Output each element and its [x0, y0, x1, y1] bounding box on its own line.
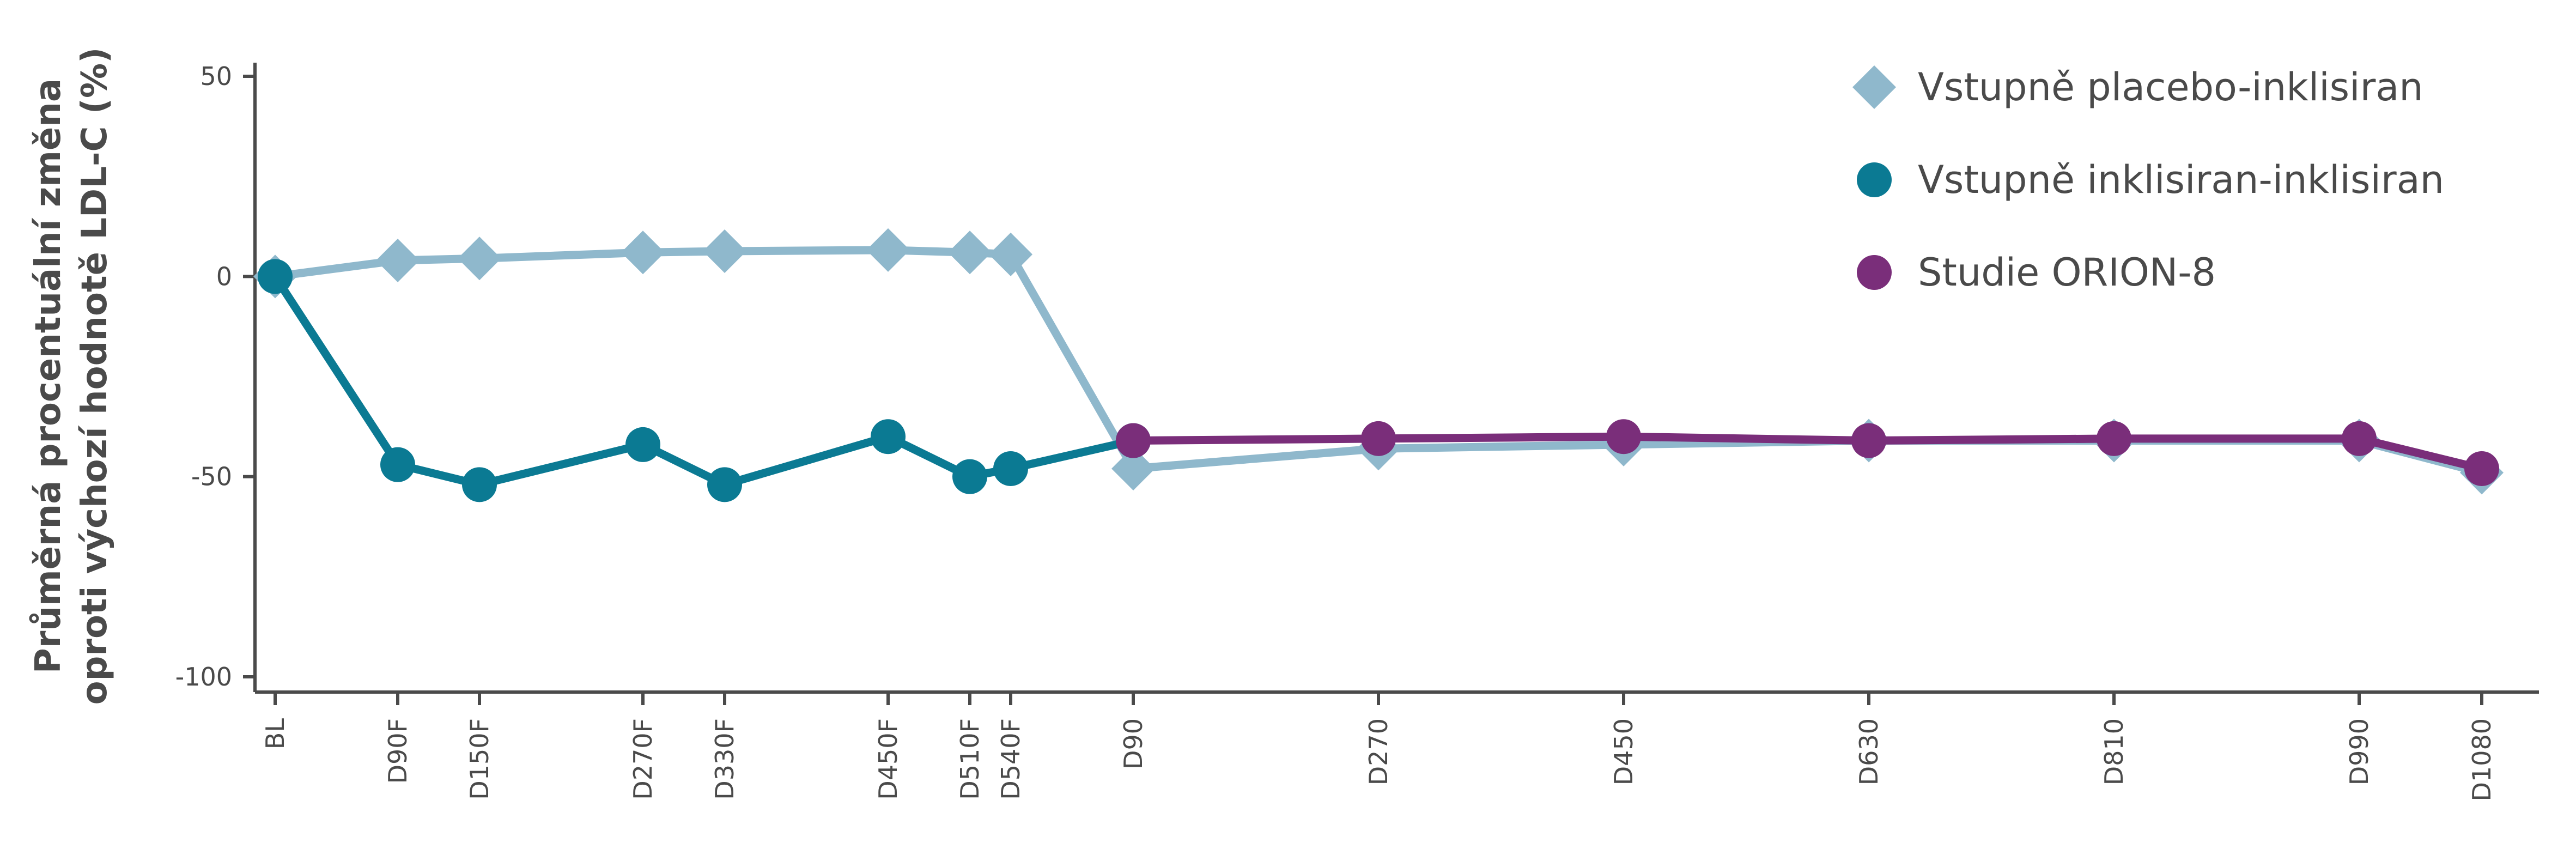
x-tick-label: D990: [2344, 718, 2374, 785]
x-tick-label: D450F: [873, 718, 903, 800]
y-axis-title-line-1: Průměrná procentuální změna: [28, 78, 69, 674]
y-tick-label: 50: [200, 62, 232, 91]
data-point: [2464, 451, 2499, 486]
data-point: [625, 427, 660, 462]
y-tick-label: 0: [216, 262, 232, 291]
x-tick-label: D270: [1364, 718, 1393, 785]
data-point: [952, 459, 987, 494]
legend-marker: [1857, 255, 1892, 290]
y-tick-label: -50: [191, 462, 232, 492]
x-axis-ticks: BL D90F D150F D270F D330F D450F D510F D540F D90 D…: [260, 692, 2496, 802]
legend-item: Vstupně inklisiran-inklisiran: [1857, 157, 2444, 202]
data-point: [1851, 423, 1886, 458]
y-axis-ticks: 50 0 -50 -100: [175, 62, 255, 692]
x-tick-label: D150F: [465, 718, 494, 800]
data-point: [2097, 421, 2131, 456]
data-point: [462, 467, 497, 502]
legend-label: Vstupně inklisiran-inklisiran: [1918, 157, 2444, 202]
data-point: [258, 259, 293, 294]
x-tick-label: D450: [1609, 718, 1638, 785]
x-tick-label: D90: [1119, 718, 1148, 769]
y-axis-title: Průměrná procentuální změna oproti výcho…: [28, 47, 115, 705]
x-tick-label: D810: [2099, 718, 2129, 785]
x-tick-label: D510F: [955, 718, 985, 800]
legend: Vstupně placebo-inklisiran Vstupně inklis…: [1852, 65, 2444, 295]
data-point: [866, 228, 910, 272]
legend-label: Studie ORION-8: [1918, 250, 2216, 295]
x-tick-label: D1080: [2467, 718, 2496, 802]
legend-label: Vstupně placebo-inklisiran: [1918, 65, 2423, 110]
legend-marker: [1852, 65, 1896, 109]
y-tick-label: -100: [175, 662, 232, 692]
axes: [253, 63, 2539, 694]
y-axis-title-line-2: oproti výchozí hodnotě LDL-C (%): [75, 47, 115, 705]
data-point: [989, 232, 1032, 276]
x-tick-label: D630: [1854, 718, 1884, 785]
legend-marker: [1857, 162, 1892, 197]
data-point: [871, 419, 906, 454]
data-point: [993, 451, 1028, 486]
data-point: [1606, 419, 1641, 454]
data-point: [376, 238, 420, 282]
data-point: [1361, 421, 1396, 456]
data-point: [703, 229, 746, 274]
series-3: [1116, 419, 2499, 486]
data-point: [380, 447, 415, 482]
series-2: [258, 259, 1151, 502]
x-tick-label: D540F: [996, 718, 1025, 800]
data-point: [621, 231, 665, 275]
data-point: [458, 237, 501, 281]
data-point: [948, 231, 992, 275]
data-point: [707, 467, 742, 502]
legend-item: Vstupně placebo-inklisiran: [1852, 65, 2423, 110]
legend-item: Studie ORION-8: [1857, 250, 2216, 295]
x-tick-label: BL: [260, 718, 290, 750]
x-tick-label: D270F: [628, 718, 658, 800]
data-point: [1116, 423, 1151, 458]
x-tick-label: D90F: [383, 718, 412, 784]
series-layer: [253, 228, 2504, 502]
x-tick-label: D330F: [710, 718, 739, 800]
data-point: [2342, 421, 2377, 456]
data-point: [1111, 446, 1155, 490]
